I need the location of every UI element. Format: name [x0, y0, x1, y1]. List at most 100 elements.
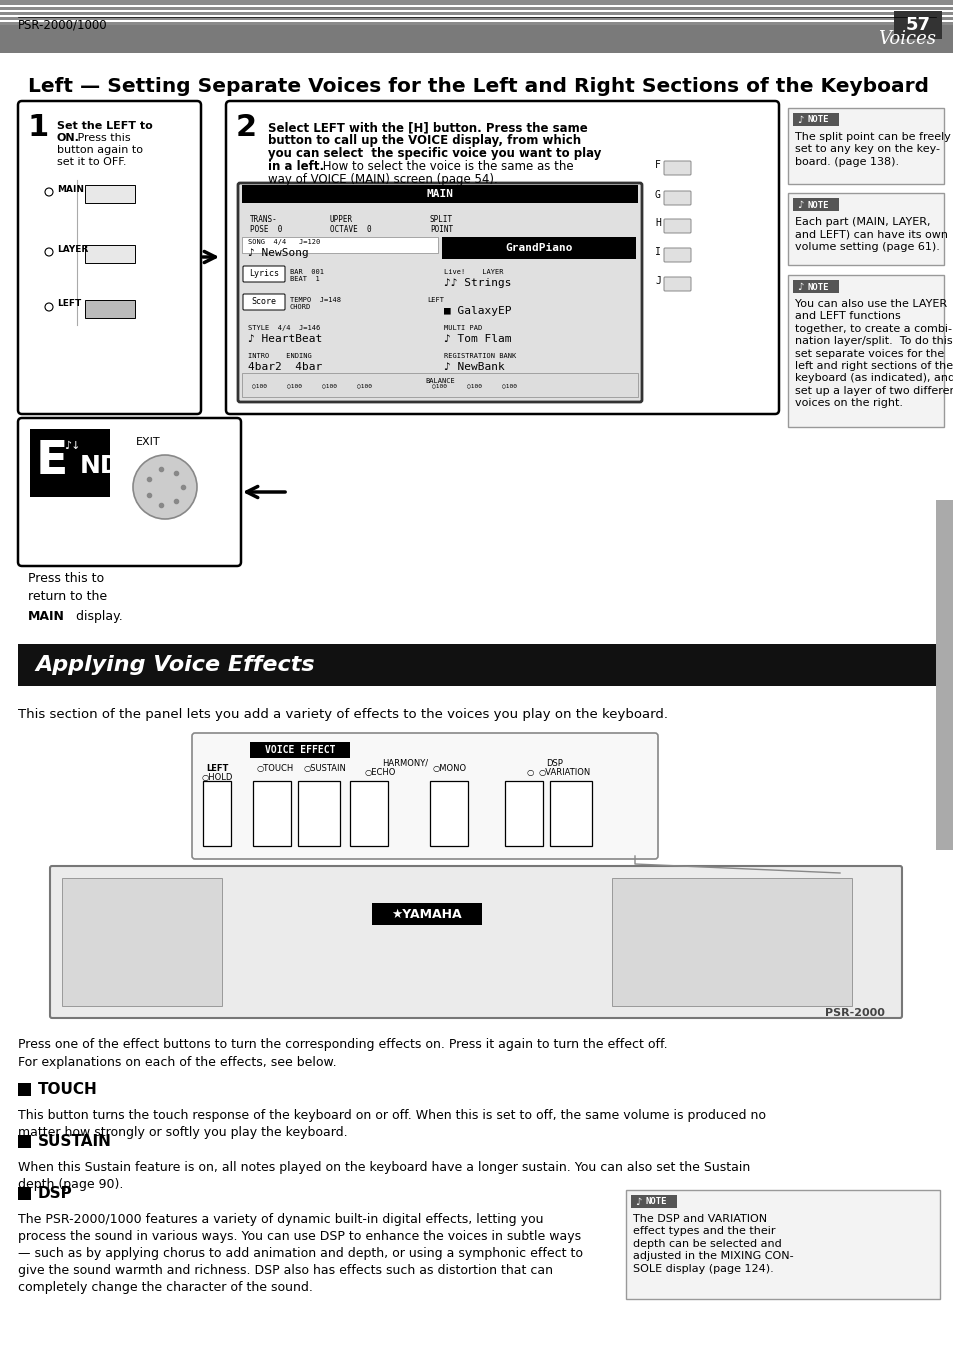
FancyBboxPatch shape — [243, 266, 285, 282]
Bar — [441, 236, 636, 259]
Text: Left — Setting Separate Voices for the Left and Right Sections of the Keyboard: Left — Setting Separate Voices for the L… — [28, 77, 928, 96]
Text: INTRO    ENDING: INTRO ENDING — [248, 353, 312, 359]
Text: J: J — [655, 276, 660, 286]
Text: ★YAMAHA: ★YAMAHA — [392, 908, 462, 920]
Text: I: I — [655, 247, 660, 257]
FancyBboxPatch shape — [663, 161, 690, 176]
Bar — [792, 280, 838, 293]
Text: VOICE EFFECT: VOICE EFFECT — [265, 744, 335, 755]
Text: MAIN: MAIN — [426, 189, 453, 199]
Text: ♪: ♪ — [796, 282, 802, 292]
Text: set it to OFF.: set it to OFF. — [57, 157, 127, 168]
FancyBboxPatch shape — [243, 295, 285, 309]
Text: ND: ND — [80, 454, 121, 478]
Text: When this Sustain feature is on, all notes played on the keyboard have a longer : When this Sustain feature is on, all not… — [18, 1161, 749, 1192]
Text: ♪↓: ♪↓ — [64, 440, 80, 451]
Text: SUSTAIN: SUSTAIN — [38, 1135, 112, 1150]
Bar — [0, 0, 953, 5]
Text: ○100: ○100 — [322, 382, 337, 388]
Text: The DSP and VARIATION
effect types and the their
depth can be selected and
adjus: The DSP and VARIATION effect types and t… — [633, 1215, 793, 1274]
Text: ○100: ○100 — [432, 382, 447, 388]
Text: ■ GalaxyEP: ■ GalaxyEP — [443, 305, 511, 316]
FancyBboxPatch shape — [50, 866, 901, 1019]
Bar — [0, 53, 953, 55]
Text: NOTE: NOTE — [807, 200, 828, 209]
Text: ♪ HeartBeat: ♪ HeartBeat — [248, 334, 322, 345]
Text: SONG  4/4   J=120: SONG 4/4 J=120 — [248, 239, 320, 245]
FancyBboxPatch shape — [787, 193, 943, 265]
Text: LEFT: LEFT — [206, 765, 228, 773]
Bar — [250, 742, 350, 758]
Text: LEFT: LEFT — [427, 297, 443, 303]
Text: HARMONY/: HARMONY/ — [381, 759, 428, 767]
Text: NOTE: NOTE — [807, 282, 828, 292]
Text: MAIN: MAIN — [28, 611, 65, 623]
Text: NOTE: NOTE — [807, 115, 828, 124]
Text: ○100: ○100 — [253, 382, 267, 388]
Text: you can select  the specific voice you want to play: you can select the specific voice you wa… — [268, 147, 600, 159]
Bar — [0, 26, 953, 53]
Text: DSP: DSP — [546, 759, 563, 767]
Text: ♪ NewSong: ♪ NewSong — [248, 249, 309, 258]
Bar — [242, 236, 437, 253]
Bar — [430, 781, 468, 846]
Text: The PSR-2000/1000 features a variety of dynamic built-in digital effects, lettin: The PSR-2000/1000 features a variety of … — [18, 1213, 582, 1294]
Text: ○ECHO: ○ECHO — [364, 767, 395, 777]
Text: button to call up the VOICE display, from which: button to call up the VOICE display, fro… — [268, 134, 580, 147]
Text: MAIN: MAIN — [57, 185, 84, 193]
Bar — [0, 18, 953, 20]
Text: ○HOLD: ○HOLD — [201, 773, 233, 782]
Text: Press one of the effect buttons to turn the corresponding effects on. Press it a: Press one of the effect buttons to turn … — [18, 1038, 667, 1069]
Text: ♪: ♪ — [796, 115, 802, 126]
Text: This button turns the touch response of the keyboard on or off. When this is set: This button turns the touch response of … — [18, 1109, 765, 1139]
Text: LEFT: LEFT — [57, 300, 81, 308]
Text: ○SUSTAIN: ○SUSTAIN — [303, 765, 346, 773]
Text: G: G — [655, 190, 660, 200]
Bar — [85, 245, 135, 263]
Bar — [630, 1196, 677, 1208]
Text: 4bar2  4bar: 4bar2 4bar — [248, 362, 322, 372]
Text: STYLE  4/4  J=146: STYLE 4/4 J=146 — [248, 326, 320, 331]
Text: ♪: ♪ — [635, 1197, 640, 1206]
Text: ♪: ♪ — [796, 200, 802, 209]
Text: PSR-2000: PSR-2000 — [824, 1008, 884, 1019]
Bar — [550, 781, 592, 846]
Text: ♪♪ Strings: ♪♪ Strings — [443, 278, 511, 288]
Text: Press this to
return to the: Press this to return to the — [28, 571, 107, 603]
FancyBboxPatch shape — [787, 276, 943, 427]
Bar — [893, 11, 941, 39]
Text: ○VARIATION: ○VARIATION — [538, 767, 591, 777]
Text: F: F — [655, 159, 660, 170]
Text: ○100: ○100 — [467, 382, 482, 388]
Text: Live!    LAYER: Live! LAYER — [443, 269, 503, 276]
Text: way of VOICE (MAIN) screen (page 54).: way of VOICE (MAIN) screen (page 54). — [268, 173, 497, 186]
Text: ○100: ○100 — [357, 382, 372, 388]
Text: button again to: button again to — [57, 145, 143, 155]
Text: ○MONO: ○MONO — [433, 765, 467, 773]
Text: UPPER
OCTAVE  0: UPPER OCTAVE 0 — [330, 215, 372, 235]
Text: in a left.: in a left. — [268, 159, 324, 173]
Bar — [203, 781, 231, 846]
FancyBboxPatch shape — [192, 734, 658, 859]
Bar — [297, 781, 339, 846]
Text: ○TOUCH: ○TOUCH — [256, 765, 294, 773]
FancyBboxPatch shape — [18, 417, 241, 566]
Text: display.: display. — [71, 611, 123, 623]
FancyBboxPatch shape — [226, 101, 779, 413]
Bar — [504, 781, 542, 846]
Text: You can also use the LAYER
and LEFT functions
together, to create a combi-
natio: You can also use the LAYER and LEFT func… — [794, 299, 953, 408]
Bar — [30, 430, 110, 497]
Bar — [0, 5, 953, 7]
Text: ♪ NewBank: ♪ NewBank — [443, 362, 504, 372]
Text: TEMPO  J=148
CHORD: TEMPO J=148 CHORD — [290, 297, 340, 309]
Text: This section of the panel lets you add a variety of effects to the voices you pl: This section of the panel lets you add a… — [18, 708, 667, 721]
FancyBboxPatch shape — [237, 182, 641, 403]
Text: How to select the voice is the same as the: How to select the voice is the same as t… — [318, 159, 573, 173]
Bar — [18, 1135, 30, 1148]
FancyBboxPatch shape — [663, 277, 690, 290]
Bar — [18, 1084, 30, 1096]
Text: The split point can be freely
set to any key on the key-
board. (page 138).: The split point can be freely set to any… — [794, 132, 950, 166]
Text: ○: ○ — [526, 767, 533, 777]
Text: MAIN: MAIN — [443, 239, 460, 245]
Text: EXIT: EXIT — [135, 436, 160, 447]
